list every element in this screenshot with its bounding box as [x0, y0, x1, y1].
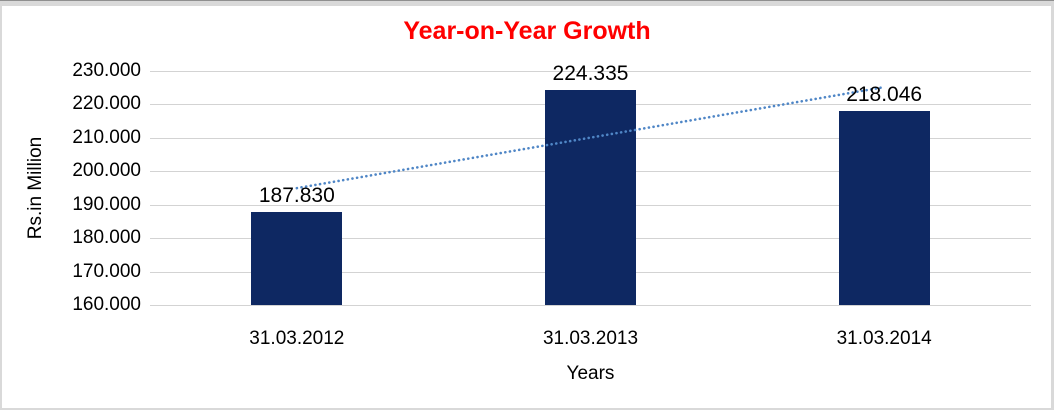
bar-value-label: 218.046	[846, 82, 923, 106]
y-tick-label: 200.000	[72, 160, 141, 182]
y-tick-label: 190.000	[72, 193, 141, 215]
bar-value-label: 187.830	[258, 183, 335, 207]
x-tick-label: 31.03.2014	[836, 328, 932, 349]
y-tick-label: 180.000	[72, 227, 141, 249]
bar	[545, 89, 636, 305]
gridline	[150, 71, 1031, 72]
y-tick-label: 170.000	[72, 260, 141, 282]
x-tick-label: 31.03.2012	[249, 328, 345, 349]
plot-area: 187.830 224.335 218.046	[150, 62, 1031, 306]
trendline-path	[295, 85, 886, 190]
y-tick-label: 210.000	[72, 126, 141, 148]
gridline	[150, 305, 1031, 306]
y-tick-label: 160.000	[72, 294, 141, 315]
bar-value-label: 224.335	[552, 61, 629, 85]
y-tick-label: 230.000	[72, 60, 141, 81]
trendline	[295, 85, 886, 190]
y-tick-label: 220.000	[72, 93, 141, 115]
x-axis-title: Years	[566, 363, 615, 384]
chart-title: Year-on-Year Growth	[403, 17, 651, 45]
bar	[251, 211, 343, 305]
x-tick-label: 31.03.2013	[542, 328, 639, 349]
y-axis-title: Rs.in Million	[25, 136, 46, 240]
bar	[838, 110, 930, 305]
